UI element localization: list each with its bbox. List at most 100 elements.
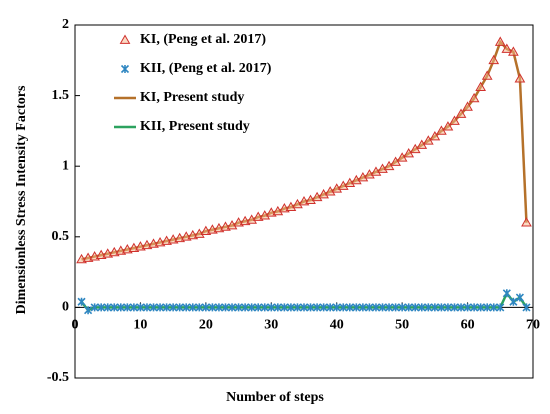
triangle-marker xyxy=(442,121,454,131)
cross-marker xyxy=(332,303,341,312)
legend-label: KI, (Peng et al. 2017) xyxy=(140,32,266,47)
cross-marker xyxy=(169,303,178,312)
cross-marker xyxy=(430,303,439,312)
cross-marker xyxy=(345,303,354,312)
y-tick-label: 1.5 xyxy=(52,88,70,103)
cross-marker xyxy=(110,303,119,312)
y-tick-label: 0.5 xyxy=(52,229,70,244)
cross-marker xyxy=(339,303,348,312)
cross-marker xyxy=(306,303,315,312)
cross-marker xyxy=(97,303,106,312)
cross-marker xyxy=(273,303,282,312)
triangle-marker xyxy=(429,131,441,141)
cross-marker xyxy=(116,303,125,312)
cross-marker xyxy=(463,303,472,312)
cross-marker xyxy=(398,303,407,312)
cross-marker xyxy=(77,297,86,306)
cross-marker xyxy=(365,303,374,312)
legend-label: KII, (Peng et al. 2017) xyxy=(140,61,272,76)
cross-marker xyxy=(182,303,191,312)
cross-marker xyxy=(378,303,387,312)
x-tick-label: 10 xyxy=(133,318,147,333)
cross-marker xyxy=(313,303,322,312)
legend-label: KII, Present study xyxy=(140,119,250,134)
cross-marker xyxy=(286,303,295,312)
cross-marker xyxy=(417,303,426,312)
cross-marker xyxy=(358,303,367,312)
cross-marker xyxy=(509,297,518,306)
cross-marker xyxy=(391,303,400,312)
x-tick-label: 40 xyxy=(330,318,344,333)
triangle-marker xyxy=(494,36,506,46)
cross-marker xyxy=(411,303,420,312)
cross-marker xyxy=(267,303,276,312)
cross-marker xyxy=(214,303,224,312)
cross-marker xyxy=(155,303,165,312)
triangle-marker xyxy=(481,70,493,80)
cross-marker xyxy=(371,303,381,312)
cross-marker xyxy=(84,306,93,315)
cross-marker xyxy=(241,303,250,312)
cross-marker xyxy=(142,303,152,312)
cross-marker xyxy=(149,303,158,312)
cross-marker xyxy=(136,303,145,312)
cross-marker xyxy=(208,303,217,312)
cross-marker xyxy=(489,303,498,312)
cross-marker xyxy=(221,303,230,312)
triangle-marker xyxy=(501,43,513,53)
cross-marker xyxy=(522,303,531,312)
cross-marker xyxy=(319,303,328,312)
x-tick-label: 0 xyxy=(72,318,79,333)
cross-marker xyxy=(103,303,112,312)
cross-marker xyxy=(293,303,302,312)
y-tick-label: -0.5 xyxy=(47,370,69,385)
cross-marker xyxy=(443,303,453,312)
cross-marker xyxy=(260,303,269,312)
cross-marker xyxy=(424,303,433,312)
cross-marker xyxy=(195,303,204,312)
cross-marker xyxy=(162,303,171,312)
cross-marker xyxy=(247,303,256,312)
cross-marker xyxy=(188,303,197,312)
triangle-marker xyxy=(508,46,519,56)
x-tick-label: 70 xyxy=(526,318,540,333)
x-axis-label: Number of steps xyxy=(226,390,324,405)
cross-marker xyxy=(352,303,361,312)
cross-marker xyxy=(404,303,413,312)
triangle-marker xyxy=(468,92,480,103)
y-tick-label: 1 xyxy=(62,158,69,173)
plot-frame xyxy=(74,24,534,379)
triangle-marker xyxy=(455,108,467,118)
cross-marker xyxy=(476,303,485,312)
triangle-marker xyxy=(514,73,526,83)
cross-marker xyxy=(437,303,446,312)
cross-marker xyxy=(470,303,479,312)
cross-marker xyxy=(515,293,524,302)
legend-label: KI, Present study xyxy=(140,90,244,105)
y-tick-label: 0 xyxy=(62,300,69,315)
triangle-marker xyxy=(475,81,487,92)
cross-marker xyxy=(175,303,184,312)
cross-marker xyxy=(280,303,289,312)
x-tick-label: 50 xyxy=(395,318,409,333)
cross-marker xyxy=(90,303,99,312)
legend-swatch xyxy=(119,34,131,44)
triangle-marker xyxy=(488,54,500,65)
cross-marker xyxy=(502,289,511,298)
cross-marker xyxy=(326,303,335,312)
legend-swatch xyxy=(120,64,130,74)
y-tick-label: 2 xyxy=(62,17,69,32)
y-axis-label: Dimensionless Stress Intensity Factors xyxy=(14,85,29,314)
cross-marker xyxy=(227,303,237,312)
cross-marker xyxy=(123,303,132,312)
cross-marker xyxy=(299,303,309,312)
cross-marker xyxy=(384,303,394,312)
triangle-marker xyxy=(462,101,473,111)
x-tick-label: 20 xyxy=(199,318,213,333)
cross-marker xyxy=(201,303,210,312)
cross-marker xyxy=(483,303,492,312)
cross-marker xyxy=(450,303,459,312)
cross-marker xyxy=(129,303,138,312)
triangle-marker xyxy=(521,217,532,227)
